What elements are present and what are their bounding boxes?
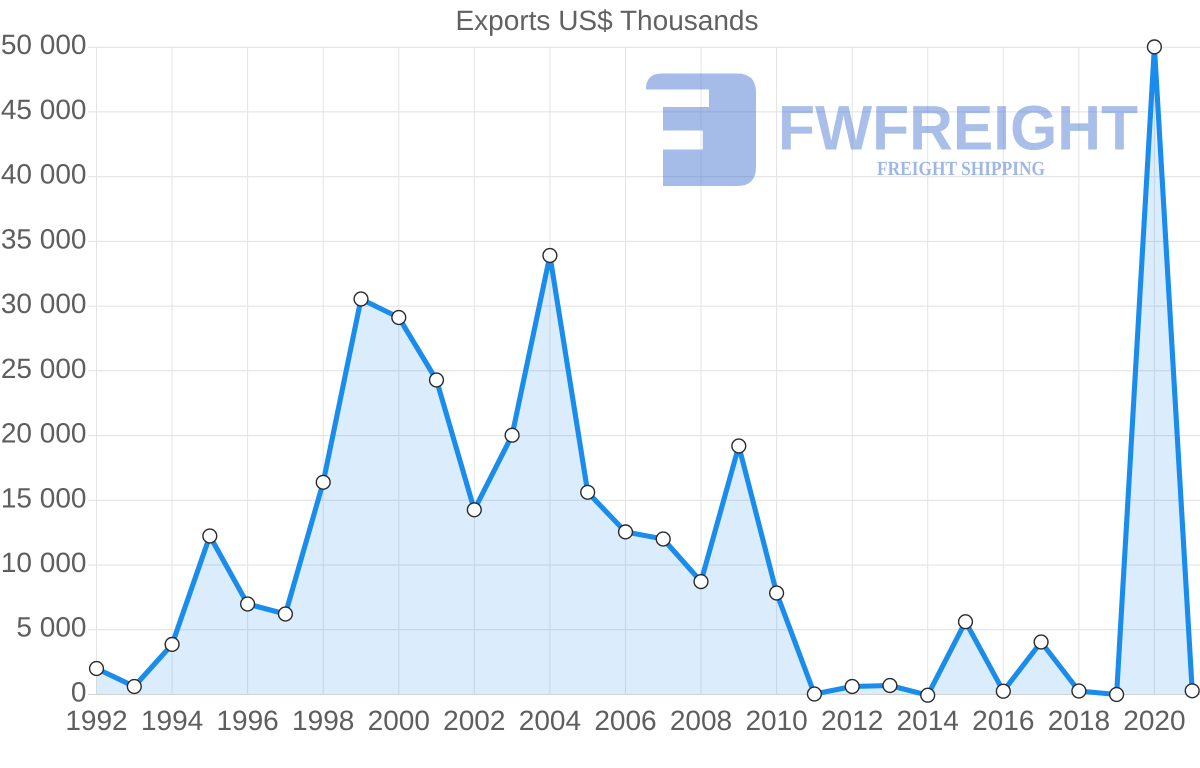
- svg-text:2014: 2014: [897, 705, 959, 736]
- svg-text:2002: 2002: [443, 705, 505, 736]
- svg-text:30 000: 30 000: [1, 288, 87, 319]
- svg-text:45 000: 45 000: [1, 94, 87, 125]
- svg-text:2000: 2000: [368, 705, 430, 736]
- svg-text:20 000: 20 000: [1, 418, 87, 449]
- svg-text:FREIGHT SHIPPING: FREIGHT SHIPPING: [877, 158, 1045, 180]
- svg-text:15 000: 15 000: [1, 482, 87, 513]
- svg-text:2020: 2020: [1123, 705, 1185, 736]
- svg-text:2008: 2008: [670, 705, 732, 736]
- svg-text:35 000: 35 000: [1, 223, 87, 254]
- svg-text:0: 0: [71, 677, 87, 708]
- svg-text:40 000: 40 000: [1, 159, 87, 190]
- svg-text:25 000: 25 000: [1, 353, 87, 384]
- svg-text:2010: 2010: [745, 705, 807, 736]
- svg-text:Exports US$ Thousands: Exports US$ Thousands: [456, 5, 759, 36]
- svg-text:2016: 2016: [972, 705, 1034, 736]
- svg-text:1994: 1994: [141, 705, 203, 736]
- svg-text:FWFREIGHT: FWFREIGHT: [778, 94, 1138, 164]
- svg-text:10 000: 10 000: [1, 547, 87, 578]
- svg-text:50 000: 50 000: [1, 29, 87, 60]
- svg-text:2006: 2006: [594, 705, 656, 736]
- svg-text:1996: 1996: [216, 705, 278, 736]
- svg-text:1992: 1992: [65, 705, 127, 736]
- svg-text:2018: 2018: [1048, 705, 1110, 736]
- svg-text:2012: 2012: [821, 705, 883, 736]
- svg-text:1998: 1998: [292, 705, 354, 736]
- svg-text:5 000: 5 000: [16, 612, 86, 643]
- svg-text:2004: 2004: [519, 705, 581, 736]
